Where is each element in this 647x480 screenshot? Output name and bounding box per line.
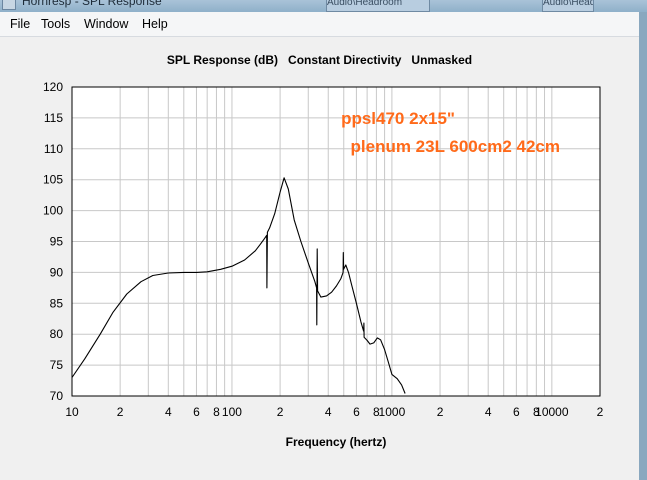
menu-tools[interactable]: Tools <box>41 17 71 31</box>
spl-curve <box>71 177 406 394</box>
menu-help[interactable]: Help <box>142 17 168 31</box>
chart-title-masking: Unmasked <box>411 53 473 67</box>
y-tick-label: 100 <box>43 204 63 218</box>
chart-title: SPL Response (dB) Constant Directivity U… <box>0 53 639 67</box>
y-tick-label: 85 <box>50 296 64 310</box>
annotation-line-2: plenum 23L 600cm2 42cm <box>351 137 560 156</box>
x-tick-label: 100 <box>222 405 242 419</box>
y-tick-label: 115 <box>44 111 63 125</box>
annotation-line-1: ppsl470 2x15" <box>341 109 455 128</box>
x-tick-label: 2 <box>597 405 604 419</box>
window-edge <box>639 12 647 480</box>
chart-title-directivity: Constant Directivity <box>288 53 402 67</box>
y-tick-label: 120 <box>43 80 63 94</box>
x-tick-label: 6 <box>193 405 200 419</box>
x-tick-label: 6 <box>353 405 360 419</box>
x-tick-label: 8 <box>533 405 540 419</box>
background-window-tab[interactable]: Audio\Headroom <box>326 0 430 12</box>
y-tick-label: 95 <box>50 235 64 249</box>
x-tick-label: 1000 <box>379 405 406 419</box>
y-tick-label: 70 <box>50 389 64 403</box>
menu-bar: File Tools Window Help <box>0 12 639 37</box>
chart-title-measure: SPL Response (dB) <box>166 53 279 67</box>
x-tick-label: 2 <box>277 405 284 419</box>
x-tick-label: 4 <box>165 405 172 419</box>
app-icon <box>2 0 16 10</box>
y-tick-label: 90 <box>50 265 64 279</box>
window-title: Hornresp - SPL Response <box>22 0 162 8</box>
x-tick-label: 10000 <box>535 405 569 419</box>
plot-frame <box>71 86 601 397</box>
x-tick-label: 8 <box>213 405 220 419</box>
y-tick-label: 75 <box>50 358 64 372</box>
x-tick-label: 2 <box>437 405 444 419</box>
x-tick-label: 2 <box>117 405 124 419</box>
x-tick-label: 4 <box>325 405 332 419</box>
y-tick-label: 110 <box>44 142 63 156</box>
x-axis-label: Frequency (hertz) <box>286 435 387 449</box>
y-tick-label: 105 <box>43 173 63 187</box>
title-bar: Hornresp - SPL Response Audio\Headroom A… <box>0 0 647 12</box>
menu-window[interactable]: Window <box>84 17 129 31</box>
x-tick-label: 6 <box>513 405 520 419</box>
background-window-tab[interactable]: Audio\Headroom <box>542 0 594 12</box>
x-tick-label: 10 <box>65 405 79 419</box>
x-tick-label: 4 <box>485 405 492 419</box>
menu-file[interactable]: File <box>10 17 31 31</box>
y-tick-label: 80 <box>50 327 64 341</box>
x-tick-label: 8 <box>373 405 380 419</box>
